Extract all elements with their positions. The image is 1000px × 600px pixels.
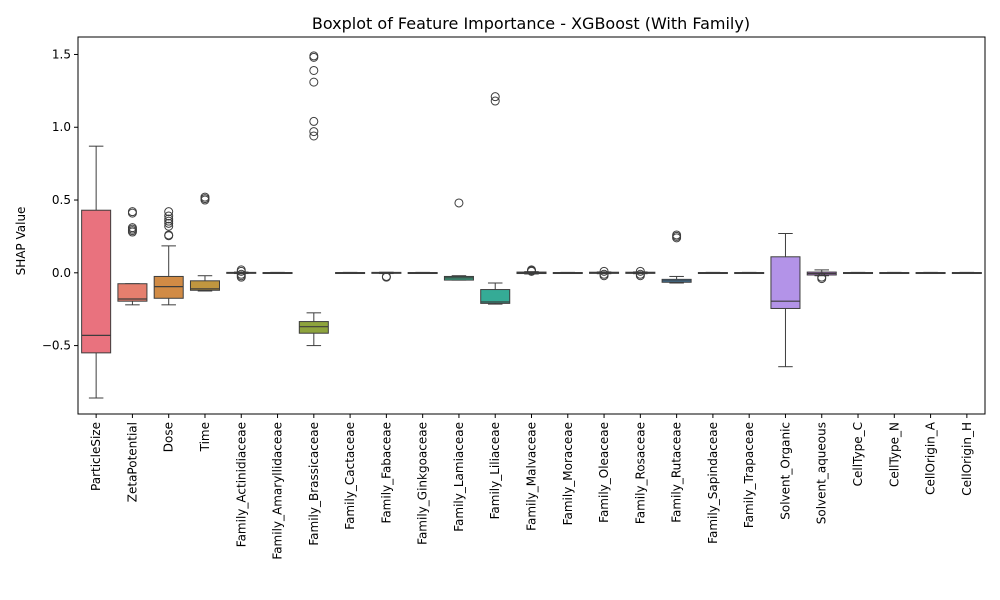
outlier-point [309,127,319,137]
y-tick-label: 1.0 [52,120,71,134]
outlier-point [164,211,174,221]
chart-title: Boxplot of Feature Importance - XGBoost … [312,14,750,33]
outlier-point [164,216,174,226]
x-tick-label: Time [198,422,212,452]
outlier-point [454,198,464,208]
y-tick-label: 0.0 [52,266,71,280]
box-Solvent_Organic [770,256,801,309]
x-tick-label: Family_Rosaceae [633,422,647,524]
plot-area: −0.5 0.0 0.5 1.0 1.5 ParticleSize ZetaPotentia… [42,47,982,560]
x-tick-label: Family_Rutaceae [670,422,684,523]
outlier-point [164,218,174,228]
outlier-point [236,269,246,279]
x-tick-label: Family_Ginkgoaceae [416,422,430,545]
box-Family_Liliaceae [480,289,511,304]
outlier-point [309,51,319,61]
x-tick-label: Family_Cactaceae [343,422,357,530]
outlier-point [200,192,210,202]
box-Family_Brassicaceae [298,321,329,334]
box-ParticleSize [81,209,112,354]
outlier-point [164,207,174,217]
x-tick-label: CellOrigin_H [960,422,974,496]
outlier-point [309,65,319,75]
x-tick-label: Family_Lamiaceae [452,422,466,532]
y-tick-label: 0.5 [52,193,71,207]
y-tick-label: 1.5 [52,47,71,61]
outlier-point [164,221,174,231]
x-tick-label: CellType_C [851,422,865,486]
plot-frame [77,36,986,415]
outlier-point [127,223,137,233]
outlier-point [635,266,645,276]
outlier-point [599,266,609,276]
x-tick-label: Family_Fabaceae [379,422,393,523]
y-axis-label: SHAP Value [14,207,28,276]
x-tick-label: Family_Moraceae [561,422,575,525]
outlier-point [635,269,645,279]
x-tick-label: Family_Liliaceae [488,422,502,519]
outlier-point [599,269,609,279]
y-tick-label: −0.5 [42,339,71,353]
x-tick-label: CellOrigin_A [924,421,938,495]
outlier-point [527,265,536,275]
outlier-point [490,92,500,102]
x-tick-label: Family_Malvaceae [525,422,539,531]
outlier-point [309,131,319,141]
box-ZetaPotential [117,283,148,302]
outlier-point [127,207,137,217]
x-tick-label: Family_Amaryllidaceae [271,422,285,560]
x-tick-label: ZetaPotential [125,422,139,502]
box-Dose [153,275,184,299]
x-tick-label: Family_Brassicaceae [307,422,321,546]
outlier-point [490,96,500,106]
outlier-point [817,272,827,282]
x-tick-label: Dose [162,422,176,452]
outlier-point [381,271,391,281]
outlier-point [164,214,174,224]
x-tick-label: Solvent_aqueous [815,422,829,524]
x-tick-label: Family_Trapaceae [742,422,756,528]
x-tick-label: Family_Oleaceae [597,422,611,523]
x-tick-label: Family_Actinidiaceae [234,422,248,547]
outlier-point [236,265,246,275]
x-tick-label: Family_Sapindaceae [706,422,720,544]
outlier-point [309,116,319,126]
outlier-point [164,230,174,240]
outlier-point [309,77,319,87]
x-tick-label: CellType_N [887,422,901,487]
x-tick-label: ParticleSize [89,422,103,491]
outlier-point [672,230,682,240]
x-tick-label: Solvent_Organic [778,422,792,520]
box-Time [189,280,220,291]
